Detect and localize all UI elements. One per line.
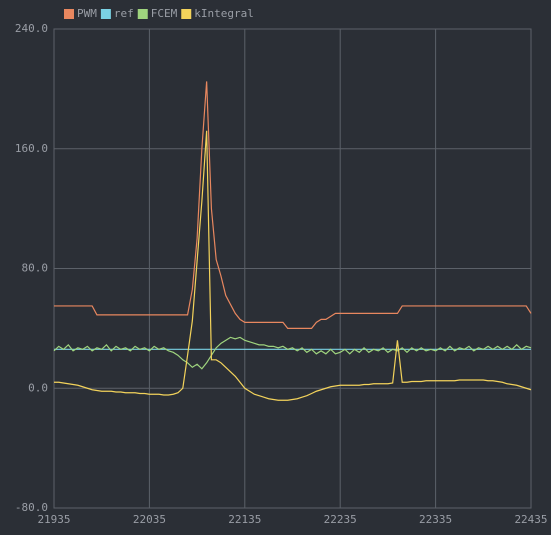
legend-swatch[interactable] — [100, 9, 111, 19]
x-tick-label: 22235 — [324, 513, 357, 526]
y-tick-label: 160.0 — [15, 142, 48, 155]
x-tick-label: 22035 — [133, 513, 166, 526]
legend-swatch[interactable] — [137, 9, 148, 19]
x-tick-label: 22435 — [514, 513, 547, 526]
x-tick-label: 21935 — [37, 513, 70, 526]
legend-swatch[interactable] — [64, 9, 74, 19]
series-line — [54, 130, 532, 401]
legend-label[interactable]: PWM — [77, 7, 97, 20]
y-tick-label: 240.0 — [15, 22, 48, 35]
x-tick-label: 22335 — [419, 513, 452, 526]
legend-label[interactable]: FCEM — [151, 7, 178, 20]
legend-label[interactable]: ref — [114, 7, 134, 20]
y-tick-label: 80.0 — [22, 262, 49, 275]
y-tick-label: 0.0 — [28, 381, 48, 394]
y-tick-label: -80.0 — [15, 501, 48, 514]
legend-swatch[interactable] — [181, 9, 192, 19]
series-line — [54, 81, 532, 329]
legend-label[interactable]: kIntegral — [194, 7, 254, 20]
series-line — [53, 336, 532, 370]
x-tick-label: 22135 — [228, 513, 261, 526]
